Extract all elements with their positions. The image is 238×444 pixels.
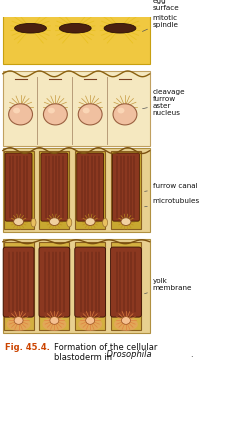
FancyBboxPatch shape <box>110 247 141 317</box>
Bar <box>40 151 69 229</box>
Ellipse shape <box>48 107 55 113</box>
Ellipse shape <box>86 317 95 324</box>
Bar <box>3 148 150 232</box>
Text: yolk
membrane: yolk membrane <box>144 278 192 294</box>
Text: Fig. 45.4.: Fig. 45.4. <box>5 342 50 352</box>
Ellipse shape <box>44 104 67 125</box>
Ellipse shape <box>78 104 102 125</box>
Ellipse shape <box>103 218 108 227</box>
Ellipse shape <box>118 107 124 113</box>
Bar <box>3 71 150 146</box>
Bar <box>4 151 34 229</box>
Ellipse shape <box>104 24 136 33</box>
FancyBboxPatch shape <box>77 153 104 221</box>
FancyBboxPatch shape <box>39 247 70 317</box>
Ellipse shape <box>83 107 90 113</box>
Text: .: . <box>191 350 193 359</box>
Bar <box>75 151 105 229</box>
Text: mitotic
spindle: mitotic spindle <box>142 15 179 32</box>
Bar <box>40 242 69 330</box>
Bar <box>4 242 34 330</box>
Bar <box>111 242 141 330</box>
Ellipse shape <box>114 317 138 331</box>
Bar <box>75 242 105 330</box>
Bar <box>3 239 150 333</box>
FancyBboxPatch shape <box>3 247 34 317</box>
Ellipse shape <box>15 24 46 33</box>
Ellipse shape <box>67 218 72 227</box>
Text: cleavage
furrow
aster
nucleus: cleavage furrow aster nucleus <box>143 89 185 116</box>
Bar <box>111 151 141 229</box>
Ellipse shape <box>7 317 30 331</box>
Ellipse shape <box>85 218 95 226</box>
Ellipse shape <box>59 24 91 33</box>
Ellipse shape <box>121 317 130 324</box>
FancyBboxPatch shape <box>75 247 106 317</box>
Bar <box>3 0 150 64</box>
Text: Formation of the cellular
blastoderm in: Formation of the cellular blastoderm in <box>54 342 158 362</box>
Ellipse shape <box>14 218 24 226</box>
Ellipse shape <box>9 104 33 125</box>
Text: egg
surface: egg surface <box>148 0 179 11</box>
Text: furrow canal: furrow canal <box>145 183 198 191</box>
FancyBboxPatch shape <box>113 153 139 221</box>
Ellipse shape <box>42 317 66 331</box>
Ellipse shape <box>78 317 102 331</box>
Ellipse shape <box>31 218 36 227</box>
Ellipse shape <box>113 104 137 125</box>
Ellipse shape <box>50 218 59 226</box>
Ellipse shape <box>121 218 131 226</box>
Text: Drosophila: Drosophila <box>54 350 152 359</box>
Ellipse shape <box>14 317 23 324</box>
FancyBboxPatch shape <box>41 153 68 221</box>
FancyBboxPatch shape <box>5 153 32 221</box>
Ellipse shape <box>13 107 20 113</box>
Ellipse shape <box>50 317 59 324</box>
Text: microtubules: microtubules <box>145 198 200 207</box>
